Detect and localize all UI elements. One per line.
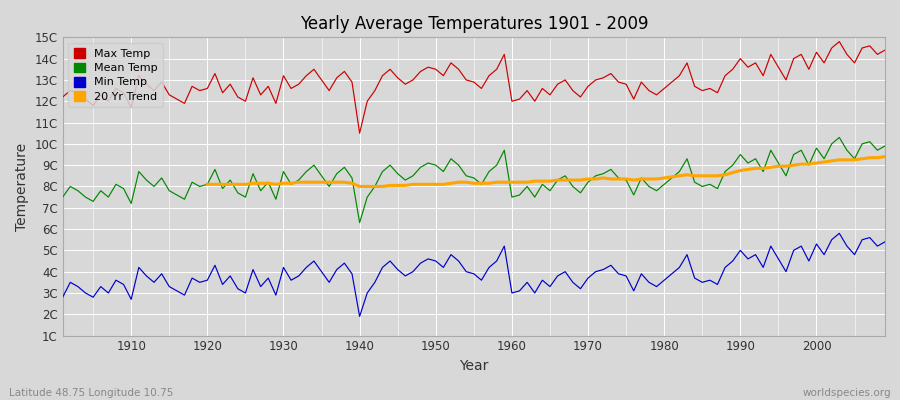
- Title: Yearly Average Temperatures 1901 - 2009: Yearly Average Temperatures 1901 - 2009: [300, 15, 648, 33]
- Text: worldspecies.org: worldspecies.org: [803, 388, 891, 398]
- Y-axis label: Temperature: Temperature: [15, 142, 29, 230]
- X-axis label: Year: Year: [459, 359, 489, 373]
- Text: Latitude 48.75 Longitude 10.75: Latitude 48.75 Longitude 10.75: [9, 388, 174, 398]
- Legend: Max Temp, Mean Temp, Min Temp, 20 Yr Trend: Max Temp, Mean Temp, Min Temp, 20 Yr Tre…: [68, 43, 163, 107]
